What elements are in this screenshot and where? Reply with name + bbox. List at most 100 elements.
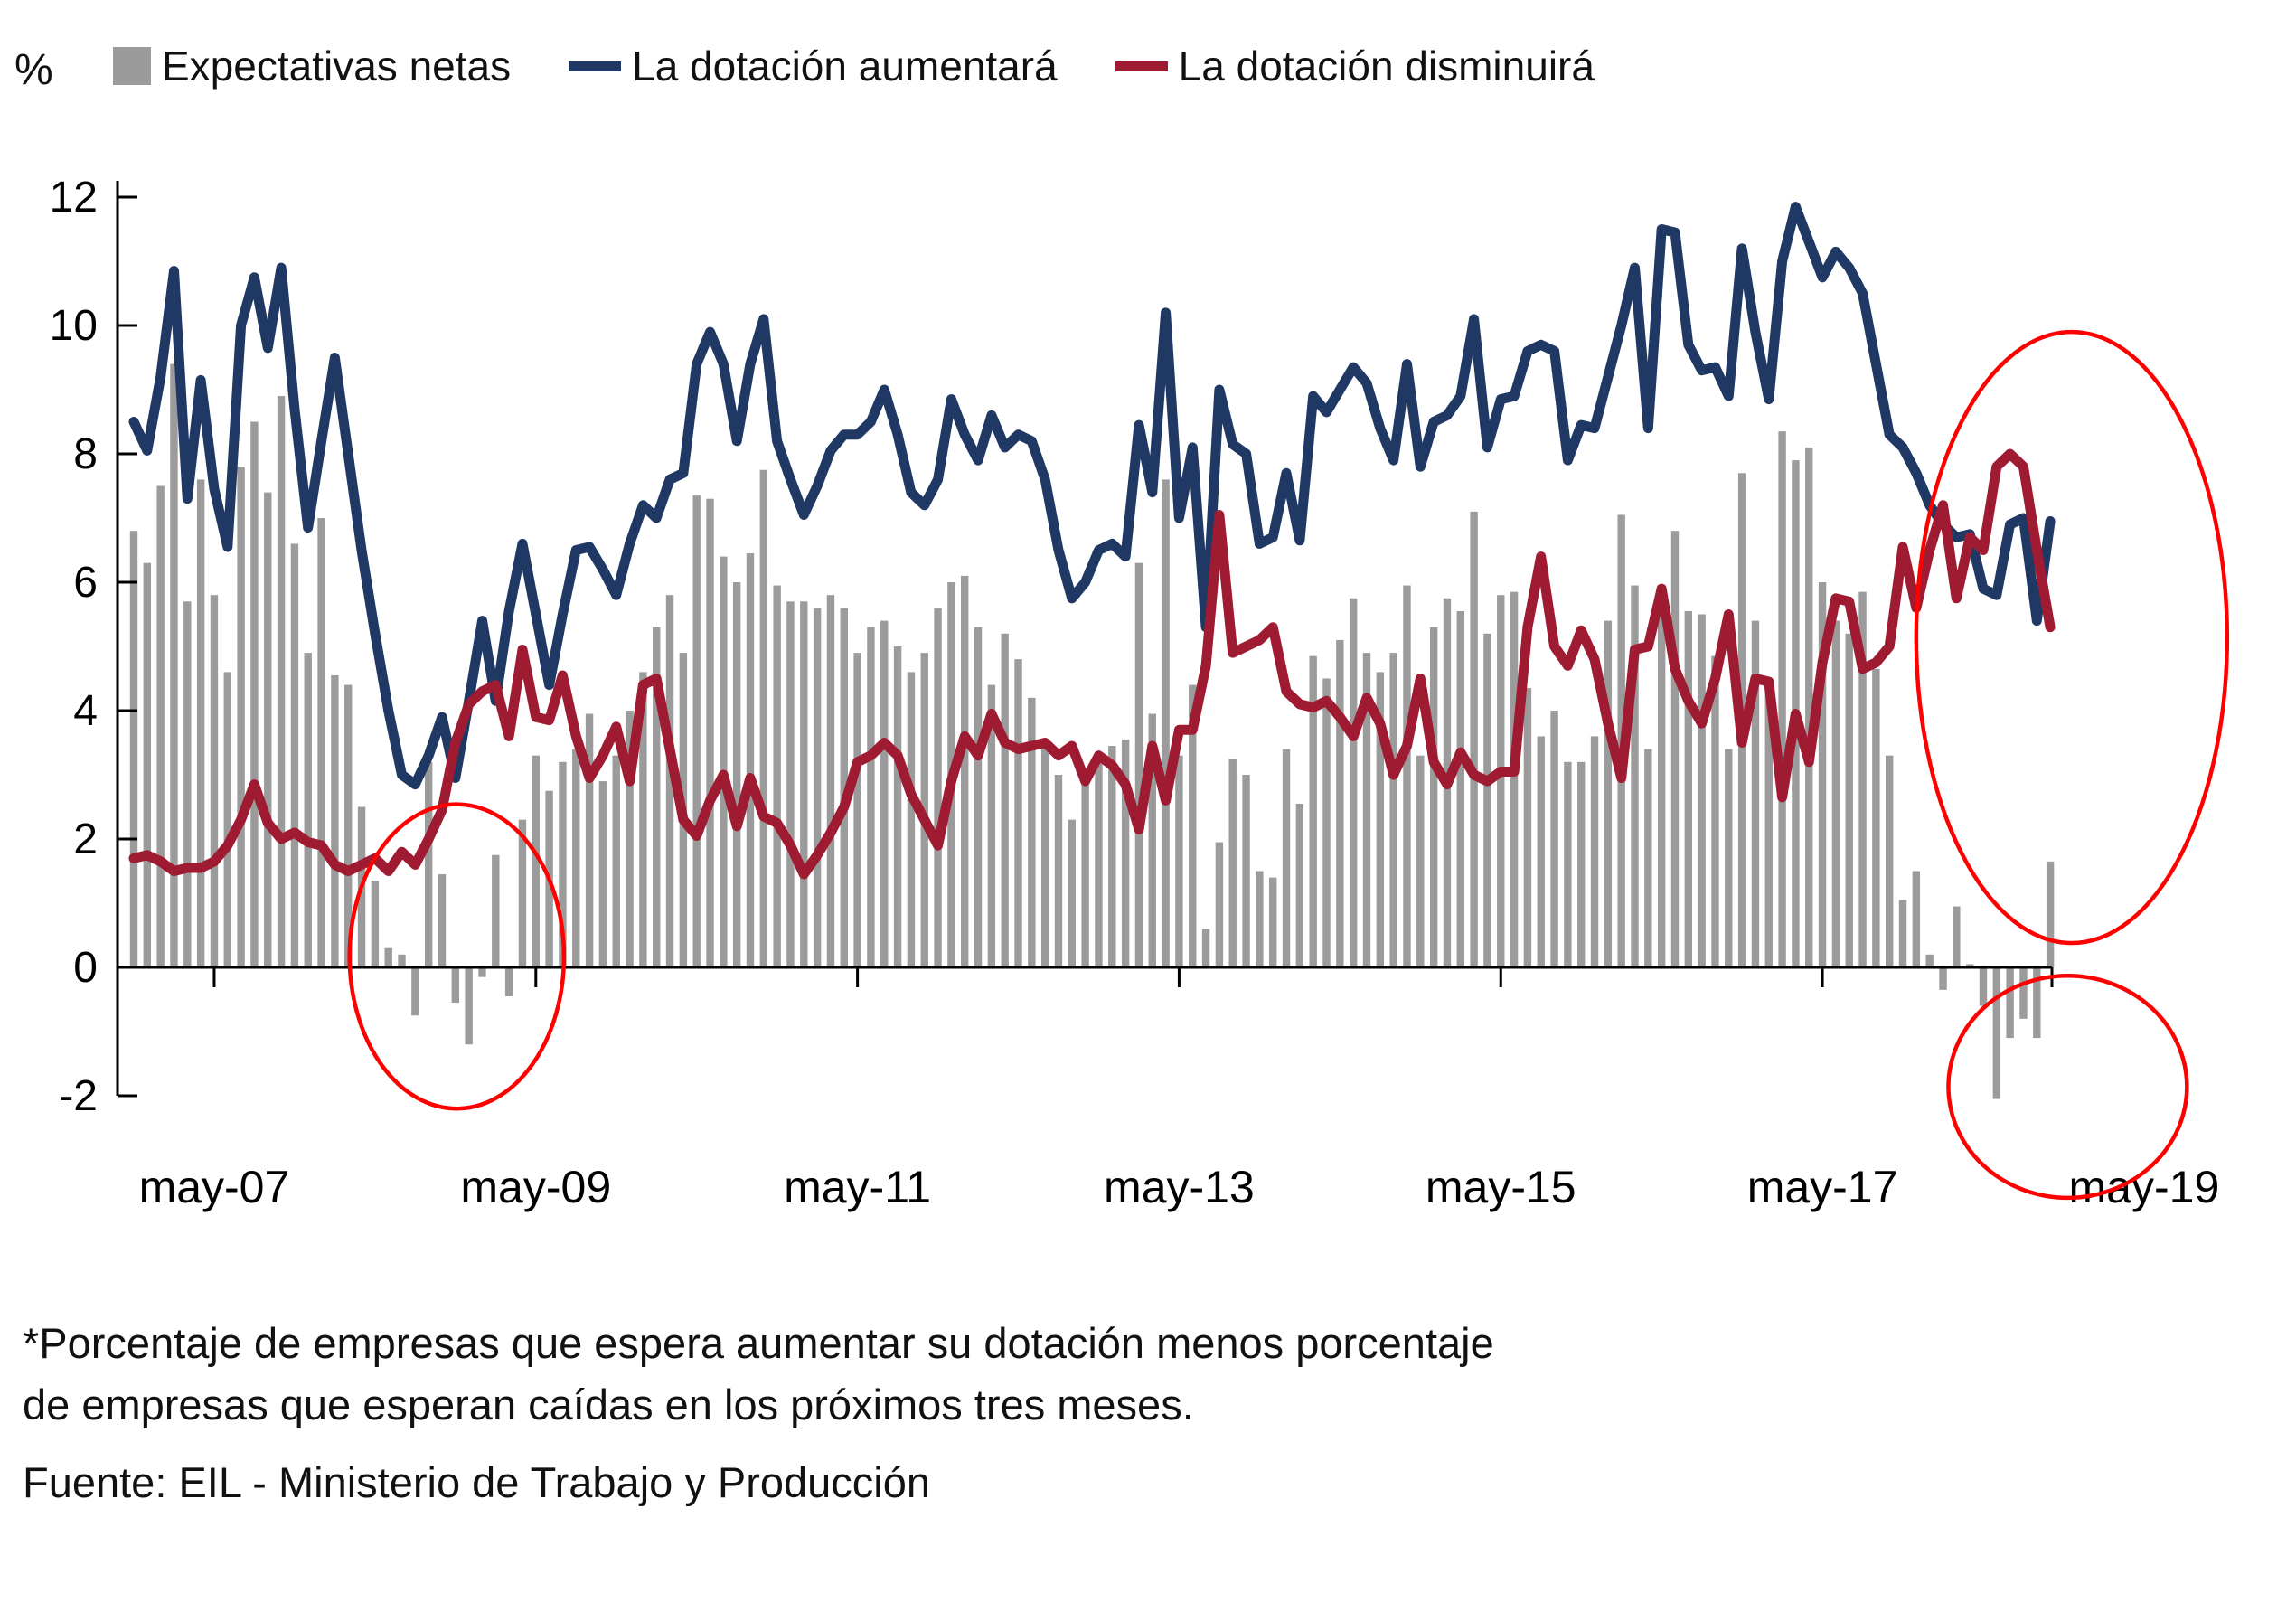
bar-2006-11+5 [196,479,205,967]
bar-2006-11+99 [1456,610,1464,967]
bar-2006-11+72 [1095,761,1103,967]
bar-2006-11+46 [746,553,755,967]
bar-2006-11+7 [223,672,231,967]
bar-2006-11+136 [1953,906,1961,967]
bar-2006-11+129 [1858,591,1867,967]
bar-2006-11+77 [1162,479,1170,967]
bar-2006-11+49 [786,601,795,967]
bar-2006-11+62 [961,575,969,967]
bar-2006-11+134 [1925,954,1934,967]
bar-2006-11+127 [1831,620,1840,967]
legend-item-dotacion-disminuira: La dotación disminuirá [1115,42,1595,90]
red-line-swatch-icon [1115,61,1168,71]
bar-2006-11+51 [813,608,822,967]
bar-2006-11+89 [1322,678,1331,967]
bar-2006-11+73 [1108,746,1116,967]
bar-2006-11+93 [1376,672,1385,967]
bar-2006-11+8 [237,467,245,967]
bar-2006-11+3 [170,363,178,968]
bar-2006-11+28 [504,967,513,996]
bar-2006-11+126 [1818,582,1827,967]
bar-2006-11+35 [598,781,607,967]
bar-2006-11+131 [1886,755,1894,967]
legend-label: Expectativas netas [162,42,512,90]
bar-2006-11+119 [1725,749,1733,967]
bar-2006-11+29 [518,819,527,967]
bar-2006-11+87 [1295,803,1304,967]
bar-2006-11+128 [1845,633,1853,967]
bar-2006-11+58 [907,672,916,967]
x-tick-label: may-09 [460,1162,611,1212]
bar-2006-11+22 [424,761,433,967]
bar-2006-11+70 [1068,819,1077,967]
bar-2006-11+81 [1215,842,1224,967]
bar-2006-11+132 [1898,900,1907,967]
bar-2006-11+135 [1939,967,1947,990]
bar-2006-11+20 [398,954,406,967]
bar-2006-11+40 [665,595,674,967]
bar-2006-11+60 [934,608,942,967]
bar-2006-11+9 [250,421,259,967]
y-tick-label: 8 [73,430,98,478]
bar-2006-11+69 [1054,775,1063,967]
bar-2006-11+94 [1389,653,1397,967]
bar-2006-11+65 [1001,633,1009,967]
bar-2006-11+133 [1912,871,1921,967]
line-La dotación aumentará [128,202,2056,790]
bar-2006-11+117 [1698,614,1706,967]
bar-2006-11+16 [344,684,353,967]
bar-2006-11+50 [800,601,808,967]
legend-label: La dotación aumentará [632,42,1058,90]
bar-2006-11+96 [1416,755,1425,967]
bar-2006-11+13 [304,653,312,967]
bar-2006-11+88 [1309,655,1317,967]
bar-2006-11+105 [1537,736,1545,967]
bar-2006-11+114 [1657,608,1666,967]
bar-2006-11+140 [2006,967,2014,1039]
bar-2006-11+43 [706,498,714,967]
bar-2006-11+80 [1201,929,1210,967]
bar-2006-11+106 [1550,711,1558,967]
legend-label: La dotación disminuirá [1178,42,1595,90]
x-tick-label: may-11 [784,1162,931,1212]
bar-2006-11+67 [1028,697,1036,967]
bar-2006-11+83 [1242,775,1250,967]
bar-2006-11+27 [492,854,500,967]
bar-2006-11+45 [732,582,741,967]
bar-2006-11+137 [1965,964,1974,967]
bar-2006-11+79 [1189,684,1197,967]
bar-2006-11+84 [1256,871,1264,967]
legend-item-expectativas-netas: Expectativas netas [113,42,511,90]
bar-2006-11+78 [1175,755,1183,967]
bar-2006-11+118 [1711,655,1719,967]
bar-2006-11+55 [867,627,875,967]
footnote-line-2: de empresas que esperan caídas en los pr… [23,1381,1194,1428]
bar-2006-11+10 [264,492,272,967]
bar-2006-11+33 [572,749,580,967]
bar-swatch-icon [113,47,151,85]
bar-2006-11+0 [129,531,138,967]
bar-2006-11+97 [1429,627,1438,967]
x-tick-label: may-13 [1104,1162,1255,1212]
bar-2006-11+34 [585,713,594,967]
footnote-line-1: *Porcentaje de empresas que espera aumen… [23,1319,1494,1367]
annotation-ellipse [1914,329,2230,946]
bar-2006-11+42 [692,495,701,967]
bar-2006-11+24 [451,967,460,1004]
bar-2006-11+122 [1764,684,1773,967]
bar-2006-11+92 [1362,653,1371,967]
bar-2006-11+100 [1470,511,1478,967]
bar-2006-11+47 [759,469,768,967]
y-tick-label: 2 [73,815,98,863]
bar-2006-11+68 [1040,742,1049,967]
bar-2006-11+142 [2033,967,2041,1039]
bar-2006-11+15 [331,674,339,967]
x-tick-label: may-15 [1426,1162,1576,1212]
bar-2006-11+143 [2046,861,2055,967]
bar-2006-11+56 [880,620,889,967]
bar-2006-11+71 [1081,768,1089,967]
x-tick-label: may-19 [2069,1162,2220,1212]
bar-2006-11+116 [1684,610,1693,967]
